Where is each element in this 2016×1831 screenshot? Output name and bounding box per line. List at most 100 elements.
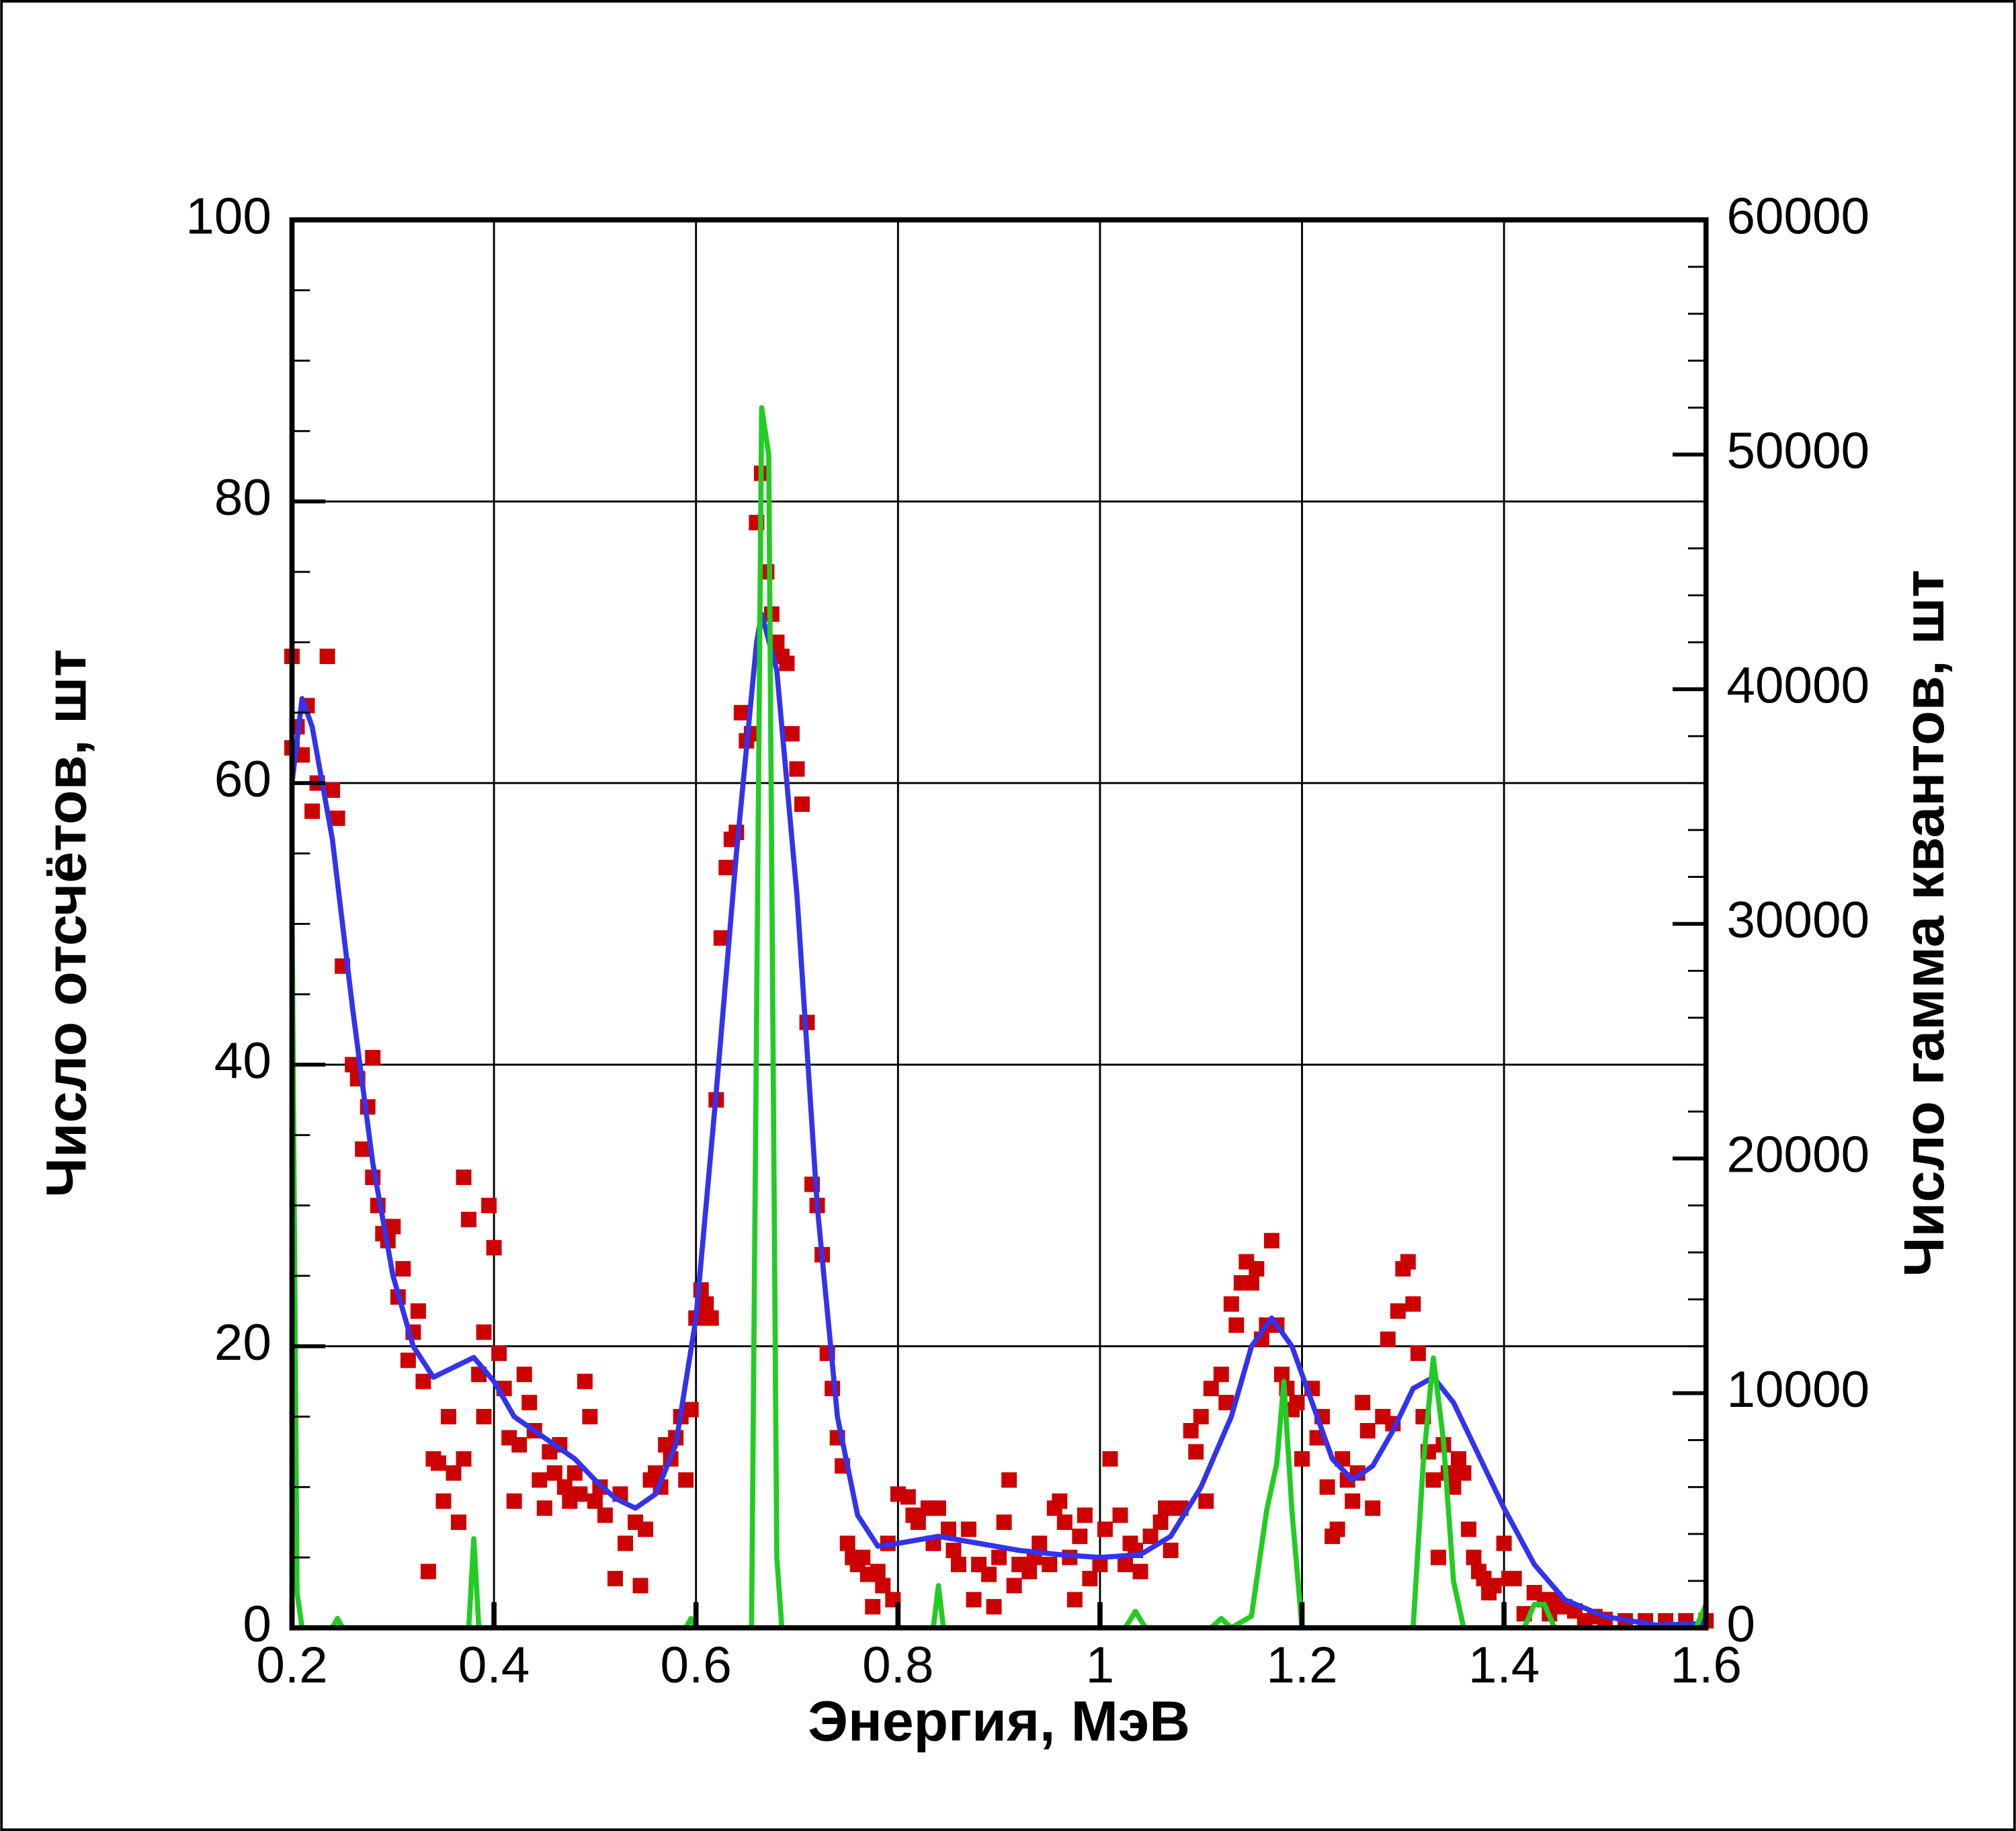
scatter-point: [865, 1598, 881, 1615]
scatter-point: [536, 1500, 552, 1516]
scatter-point: [1228, 1317, 1245, 1333]
scatter-point: [991, 1549, 1007, 1565]
scatter-point: [1183, 1423, 1199, 1438]
x-tick-label: 1.6: [1671, 1637, 1742, 1694]
scatter-point: [1163, 1543, 1179, 1559]
scatter-point: [870, 1563, 886, 1580]
scatter-point: [1365, 1500, 1381, 1516]
scatter-point: [329, 810, 345, 826]
line-series: [292, 405, 1706, 1628]
scatter-point: [648, 1465, 664, 1481]
scatter-point: [769, 635, 785, 650]
scatter-point: [1102, 1451, 1118, 1467]
y2-tick-label: 0: [1726, 1596, 1755, 1653]
scatter-point: [940, 1521, 956, 1537]
scatter-point: [506, 1493, 522, 1509]
scatter-point: [556, 1479, 573, 1495]
scatter-point: [532, 1472, 548, 1488]
scatter-point: [456, 1451, 472, 1467]
scatter-point: [511, 1436, 528, 1453]
marks: [284, 405, 1714, 1629]
scatter-point: [1198, 1493, 1214, 1509]
scatter-point: [1158, 1500, 1174, 1516]
scatter-point: [1132, 1563, 1148, 1580]
scatter-point: [981, 1566, 997, 1582]
x-tick-label: 1: [1086, 1637, 1115, 1694]
scatter-point: [1021, 1563, 1038, 1580]
scatter-point: [1486, 1578, 1502, 1594]
scatter-point: [491, 1345, 507, 1361]
scatter-point: [1506, 1570, 1522, 1586]
scatter-point: [1390, 1303, 1406, 1319]
scatter-point: [1193, 1409, 1209, 1425]
scatter-point: [910, 1514, 926, 1531]
scatter-point: [440, 1409, 456, 1425]
scatter-point: [461, 1211, 477, 1227]
scatter-point: [951, 1557, 966, 1572]
scatter-point: [1052, 1493, 1068, 1509]
scatter-point: [1243, 1275, 1259, 1291]
scatter-point: [446, 1465, 462, 1481]
scatter-point: [385, 1219, 401, 1235]
y-tick-label: 60: [214, 751, 271, 808]
scatter-point: [577, 1373, 593, 1389]
line-series: [292, 611, 1706, 1628]
scatter-point: [638, 1521, 654, 1537]
scatter-point: [678, 1472, 694, 1488]
scatter-point: [1410, 1345, 1426, 1361]
scatter-point: [1425, 1472, 1441, 1488]
scatter-point: [946, 1543, 962, 1559]
scatter-point: [779, 655, 795, 672]
scatter-point: [435, 1493, 452, 1509]
scatter-point: [1218, 1395, 1234, 1411]
scatter-point: [521, 1395, 538, 1411]
scatter-point: [1249, 1261, 1265, 1277]
scatter-point: [1355, 1395, 1371, 1411]
scatter-point: [996, 1514, 1012, 1531]
x-tick-label: 1.2: [1266, 1637, 1337, 1694]
scatter-point: [1400, 1254, 1416, 1270]
scatter-point: [456, 1169, 472, 1185]
scatter-point: [1118, 1557, 1133, 1572]
scatter-point: [1430, 1549, 1446, 1565]
scatter-point: [304, 803, 321, 819]
scatter-point: [1380, 1331, 1396, 1347]
y2-tick-label: 60000: [1726, 188, 1870, 245]
scatter-point: [1359, 1423, 1376, 1438]
scatter-point: [1273, 1367, 1290, 1383]
scatter-point: [1496, 1535, 1512, 1551]
scatter-point: [415, 1373, 431, 1389]
scatter-point: [713, 930, 729, 946]
axes: 0.2 0.4 0.6 0.8 1 1.2 1.4 1.6020406080100010000…: [185, 188, 1870, 1694]
y2-tick-label: 50000: [1726, 422, 1870, 479]
scatter-point: [784, 726, 800, 742]
scatter-point: [900, 1489, 916, 1505]
scatter-point: [1213, 1367, 1229, 1383]
scatter-point: [789, 761, 805, 777]
scatter-point: [839, 1535, 855, 1551]
scatter-point: [1152, 1514, 1169, 1531]
scatter-point: [587, 1493, 603, 1509]
scatter-point: [703, 1310, 719, 1326]
scatter-point: [1001, 1472, 1017, 1488]
scatter-point: [986, 1598, 1002, 1615]
scatter-point: [1451, 1451, 1466, 1467]
scatter-point: [546, 1465, 562, 1481]
scatter-point: [481, 1197, 497, 1213]
scatter-point: [683, 1401, 699, 1418]
scatter-point: [582, 1409, 598, 1425]
y-tick-label: 40: [214, 1032, 271, 1090]
scatter-point: [365, 1049, 381, 1065]
scatter-point: [1006, 1578, 1022, 1594]
x-tick-label: 0.8: [862, 1637, 933, 1694]
scatter-point: [1066, 1592, 1083, 1608]
scatter-point: [1072, 1529, 1088, 1545]
scatter-point: [733, 704, 749, 721]
y-tick-label: 0: [243, 1596, 271, 1653]
scatter-point: [395, 1261, 411, 1277]
scatter-point: [1042, 1557, 1058, 1572]
y2-tick-label: 40000: [1726, 657, 1870, 715]
scatter-point: [966, 1592, 982, 1608]
x-tick-label: 0.2: [256, 1637, 327, 1694]
